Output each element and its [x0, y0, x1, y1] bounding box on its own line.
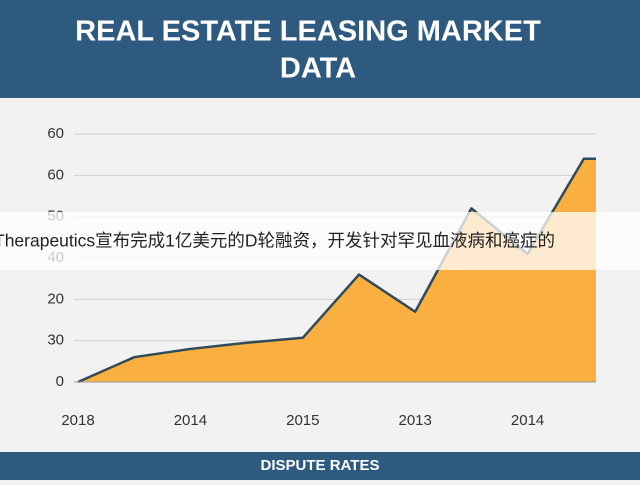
header: [0, 0, 640, 98]
title-line: DATA: [280, 53, 356, 85]
footer-label: DISPUTE RATES: [261, 457, 380, 474]
y-tick-label: 60: [47, 166, 64, 183]
overlay-band: [0, 212, 640, 270]
y-tick-label: 60: [47, 125, 64, 142]
x-tick-label: 2014: [174, 412, 207, 429]
overlay-text: Therapeutics宣布完成1亿美元的D轮融资，开发针对罕见血液病和癌症的: [0, 231, 555, 251]
y-tick-label: 20: [47, 290, 64, 307]
y-tick-label: 30: [47, 332, 64, 349]
x-tick-label: 2014: [511, 412, 544, 429]
y-tick-label: 0: [56, 373, 64, 390]
x-tick-label: 2015: [286, 412, 319, 429]
title-line: REAL ESTATE LEASING MARKET: [75, 16, 541, 48]
footer: [0, 452, 640, 480]
x-tick-label: 2013: [399, 412, 432, 429]
x-tick-label: 2018: [61, 412, 94, 429]
area: [78, 158, 596, 382]
